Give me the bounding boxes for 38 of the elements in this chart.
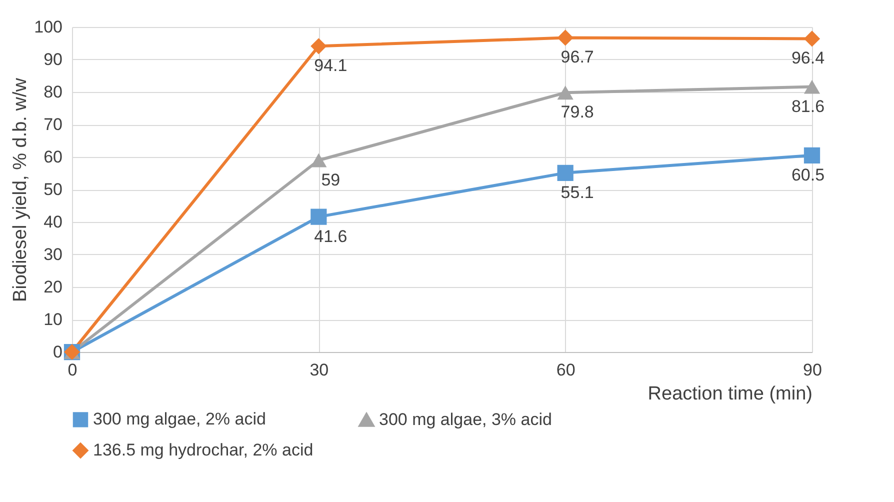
x-tick-label: 60 xyxy=(556,360,576,380)
data-label: 60.5 xyxy=(791,165,825,184)
point xyxy=(310,153,327,168)
y-tick-label: 60 xyxy=(44,148,62,166)
point xyxy=(557,164,574,181)
data-label: 59 xyxy=(321,170,340,190)
point xyxy=(804,147,820,164)
y-tick-label: 0 xyxy=(53,342,62,362)
data-label: 96.4 xyxy=(791,48,825,68)
legend-label: 136.5 mg hydrochar, 2% acid xyxy=(93,440,314,460)
y-tick-label: 50 xyxy=(44,180,62,199)
point xyxy=(557,30,574,46)
y-tick-label: 10 xyxy=(44,310,62,329)
data-label: 41.6 xyxy=(314,226,348,246)
y-tick-label: 20 xyxy=(44,278,62,296)
data-label: 79.8 xyxy=(560,102,594,122)
x-axis-title: Reaction time (min) xyxy=(648,384,812,404)
y-tick-label: 90 xyxy=(44,50,62,69)
data-label: 81.6 xyxy=(791,96,825,116)
legend-label: 300 mg algae, 3% acid xyxy=(379,410,552,430)
legend-label: 300 mg algae, 2% acid xyxy=(93,410,266,429)
point xyxy=(804,80,820,94)
data-label: 94.1 xyxy=(314,56,348,76)
y-tick-label: 30 xyxy=(44,245,62,264)
point xyxy=(557,86,574,100)
y-tick-label: 70 xyxy=(44,115,62,134)
point xyxy=(804,30,820,47)
point xyxy=(310,38,327,54)
data-label: 96.7 xyxy=(560,48,594,67)
data-label: 55.1 xyxy=(560,182,594,202)
x-tick-label: 30 xyxy=(310,360,329,380)
y-tick-label: 40 xyxy=(44,212,62,232)
y-tick-label: 80 xyxy=(44,82,62,102)
y-axis-title: Biodiesel yield, % d.b. w/w xyxy=(10,78,32,302)
point xyxy=(310,208,327,225)
y-tick-label: 100 xyxy=(34,18,62,36)
x-tick-label: 90 xyxy=(803,360,822,380)
x-tick-label: 0 xyxy=(68,360,78,380)
